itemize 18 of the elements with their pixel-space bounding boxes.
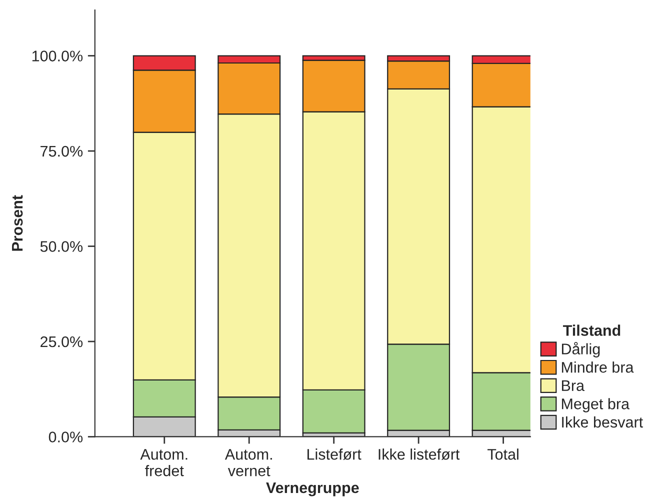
y-tick-label: 75.0% — [40, 146, 83, 157]
y-tick-label: 50.0% — [40, 241, 83, 252]
x-tick-label: Total — [488, 448, 518, 460]
legend-label: Ikke besvart — [562, 416, 643, 428]
legend-label: Meget bra — [562, 398, 630, 412]
y-axis-title: Prosent — [12, 195, 23, 251]
x-tick-label: Autom. vernet — [224, 449, 272, 476]
legend-label: Dårlig — [562, 342, 600, 358]
x-tick-label: Ikke listeført — [378, 448, 460, 460]
y-tick-label: 25.0% — [40, 336, 83, 348]
x-axis-title: Vernegruppe — [266, 482, 359, 496]
y-tick-label: 0.0% — [48, 432, 83, 442]
legend-label: Bra — [562, 380, 584, 392]
legend-title: Tilstand — [563, 324, 620, 336]
x-tick-label: Autom. fredet — [140, 449, 188, 476]
y-tick-label: 100.0% — [32, 50, 83, 62]
legend-label: Mindre bra — [562, 362, 634, 373]
x-tick-label: Listeført — [307, 448, 362, 460]
